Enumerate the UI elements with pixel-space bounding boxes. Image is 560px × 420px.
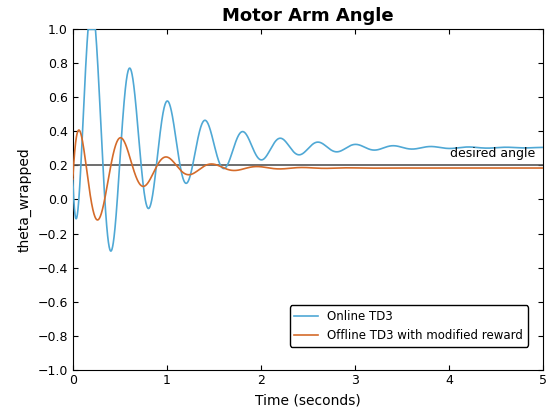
Offline TD3 with modified reward bbox=[69, 176, 76, 181]
Y-axis label: theta_wrapped: theta_wrapped bbox=[18, 147, 32, 252]
Online TD3 bbox=[270, 141, 277, 146]
Online TD3 bbox=[250, 147, 257, 152]
Legend: Online TD3, Offline TD3 with modified reward: Online TD3, Offline TD3 with modified re… bbox=[290, 305, 528, 346]
X-axis label: Time (seconds): Time (seconds) bbox=[255, 393, 361, 407]
Text: desired angle: desired angle bbox=[450, 147, 536, 160]
Online TD3 bbox=[480, 145, 487, 150]
Online TD3 bbox=[540, 145, 547, 150]
Offline TD3 with modified reward bbox=[540, 165, 547, 171]
Offline TD3 with modified reward bbox=[531, 165, 538, 171]
Offline TD3 with modified reward bbox=[250, 164, 257, 169]
Online TD3 bbox=[123, 75, 130, 80]
Offline TD3 with modified reward bbox=[76, 128, 82, 133]
Online TD3 bbox=[108, 249, 114, 254]
Offline TD3 with modified reward bbox=[123, 145, 130, 150]
Online TD3 bbox=[151, 178, 158, 183]
Online TD3 bbox=[531, 145, 538, 150]
Offline TD3 with modified reward bbox=[480, 165, 487, 171]
Offline TD3 with modified reward bbox=[151, 168, 158, 173]
Title: Motor Arm Angle: Motor Arm Angle bbox=[222, 7, 394, 25]
Offline TD3 with modified reward bbox=[270, 166, 277, 171]
Online TD3 bbox=[69, 176, 76, 181]
Online TD3 bbox=[85, 27, 91, 32]
Offline TD3 with modified reward bbox=[94, 218, 101, 223]
Line: Online TD3: Online TD3 bbox=[73, 29, 543, 251]
Line: Offline TD3 with modified reward: Offline TD3 with modified reward bbox=[73, 130, 543, 220]
